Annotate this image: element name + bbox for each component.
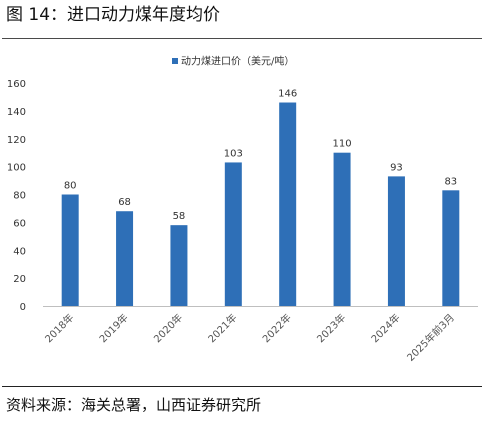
source-note: 资料来源：海关总署，山西证券研究所 [6,396,262,414]
x-axis: 2018年 2019年 2020年 2021年 2022年 2023年 2024年 2025年… [42,306,478,364]
bar-value-label: 146 [278,89,297,100]
x-tick-label: 2023年 [314,311,348,345]
y-tick-label: 40 [13,246,26,257]
y-tick-label: 20 [13,274,26,285]
x-tick-label: 2018年 [42,311,76,345]
x-tick-label: 2022年 [260,311,294,345]
legend-swatch [172,58,178,64]
x-tick-label: 2025年前3月 [404,311,457,364]
bar-value-label: 58 [173,211,186,222]
bar [333,152,351,306]
y-tick-label: 0 [20,302,26,313]
bar [442,190,460,306]
y-axis: 0 20 40 60 80 100 120 140 160 [7,79,26,313]
bottom-divider [2,386,482,387]
y-tick-label: 140 [7,107,26,118]
bar [170,225,188,306]
bar-value-label: 80 [64,181,77,192]
y-tick-label: 80 [13,191,26,202]
x-tick-label: 2019年 [96,311,130,345]
chart-legend: 动力煤进口价（美元/吨） [172,55,294,68]
bar-value-label: 93 [390,162,403,173]
x-tick-label: 2024年 [368,311,402,345]
x-tick-label: 2020年 [151,311,185,345]
bar-value-label: 68 [118,197,131,208]
bar-value-label: 103 [224,148,243,159]
y-tick-label: 60 [13,218,26,229]
y-tick-label: 160 [7,79,26,90]
bar-value-label: 110 [333,139,352,150]
top-divider [2,38,482,39]
x-tick-label: 2021年 [205,311,239,345]
figure-title: 图 14：进口动力煤年度均价 [6,5,221,25]
bar [224,162,242,306]
legend-label: 动力煤进口价（美元/吨） [181,55,294,68]
bar-chart: 动力煤进口价（美元/吨） 0 20 40 60 80 100 120 140 160 80 68 5… [7,55,478,364]
bar [116,211,134,306]
bar [387,176,405,306]
bar-value-label: 83 [444,176,457,187]
y-tick-label: 120 [7,135,26,146]
bar-series: 80 68 58 103 146 110 93 83 [61,89,460,306]
y-tick-label: 100 [7,163,26,174]
bar [61,194,79,306]
bar [279,102,297,306]
